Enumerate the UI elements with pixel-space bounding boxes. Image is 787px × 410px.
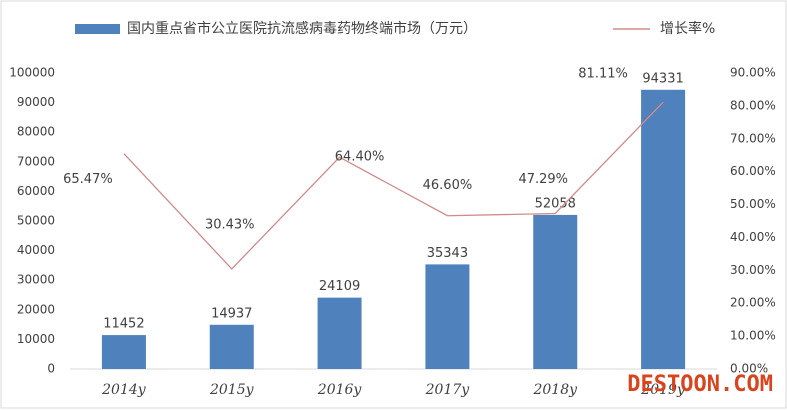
y-tick-label: 80000 bbox=[17, 125, 55, 139]
bar-value-label: 24109 bbox=[319, 279, 360, 294]
y-tick-label: 70000 bbox=[17, 154, 55, 168]
line-value-label: 64.40% bbox=[335, 150, 385, 165]
legend-label: 增长率% bbox=[660, 20, 715, 37]
y-tick-label: 100000 bbox=[9, 66, 55, 80]
bar-value-label: 11452 bbox=[103, 317, 144, 332]
y2-tick-label: 90.00% bbox=[730, 66, 776, 80]
y-tick-label: 90000 bbox=[17, 95, 55, 109]
y2-tick-label: 80.00% bbox=[730, 98, 776, 112]
x-tick-label: 2019y bbox=[640, 382, 686, 398]
y2-tick-label: 60.00% bbox=[730, 164, 776, 178]
line-value-label: 65.47% bbox=[63, 172, 113, 187]
bar bbox=[317, 297, 362, 369]
bar bbox=[425, 264, 470, 369]
y2-tick-label: 10.00% bbox=[730, 329, 776, 343]
x-tick-label: 2016y bbox=[317, 382, 363, 398]
y2-tick-label: 50.00% bbox=[730, 197, 776, 211]
legend-swatch bbox=[75, 24, 120, 34]
y-tick-label: 10000 bbox=[17, 332, 55, 346]
line-value-label: 81.11% bbox=[578, 67, 628, 82]
bar-value-label: 52058 bbox=[535, 196, 576, 211]
y2-tick-label: 20.00% bbox=[730, 296, 776, 310]
bar bbox=[533, 214, 578, 369]
bar-value-label: 35343 bbox=[427, 246, 468, 261]
line-value-label: 47.29% bbox=[518, 172, 568, 187]
y-tick-label: 20000 bbox=[17, 302, 55, 316]
growth-line bbox=[123, 101, 664, 270]
x-tick-label: 2015y bbox=[209, 382, 255, 398]
y-tick-label: 0 bbox=[47, 362, 55, 376]
y2-tick-label: 30.00% bbox=[730, 263, 776, 277]
y2-tick-label: 0.00% bbox=[730, 362, 768, 376]
bar bbox=[101, 335, 146, 369]
bar-value-label: 94331 bbox=[642, 71, 683, 86]
bar bbox=[209, 324, 254, 369]
bar-value-label: 14937 bbox=[211, 306, 252, 321]
legend-label: 国内重点省市公立医院抗流感病毒药物终端市场（万元） bbox=[127, 20, 477, 37]
y-tick-label: 60000 bbox=[17, 184, 55, 198]
x-tick-label: 2018y bbox=[532, 382, 578, 398]
x-tick-label: 2014y bbox=[101, 382, 147, 398]
y-tick-label: 50000 bbox=[17, 214, 55, 228]
y-tick-label: 40000 bbox=[17, 243, 55, 257]
line-value-label: 46.60% bbox=[423, 178, 473, 193]
y2-tick-label: 40.00% bbox=[730, 230, 776, 244]
y-tick-label: 30000 bbox=[17, 273, 55, 287]
x-tick-label: 2017y bbox=[425, 382, 471, 398]
line-value-label: 30.43% bbox=[205, 217, 255, 232]
watermark: DESTOON.COM bbox=[627, 372, 773, 397]
y2-tick-label: 70.00% bbox=[730, 131, 776, 145]
bar bbox=[641, 89, 686, 369]
